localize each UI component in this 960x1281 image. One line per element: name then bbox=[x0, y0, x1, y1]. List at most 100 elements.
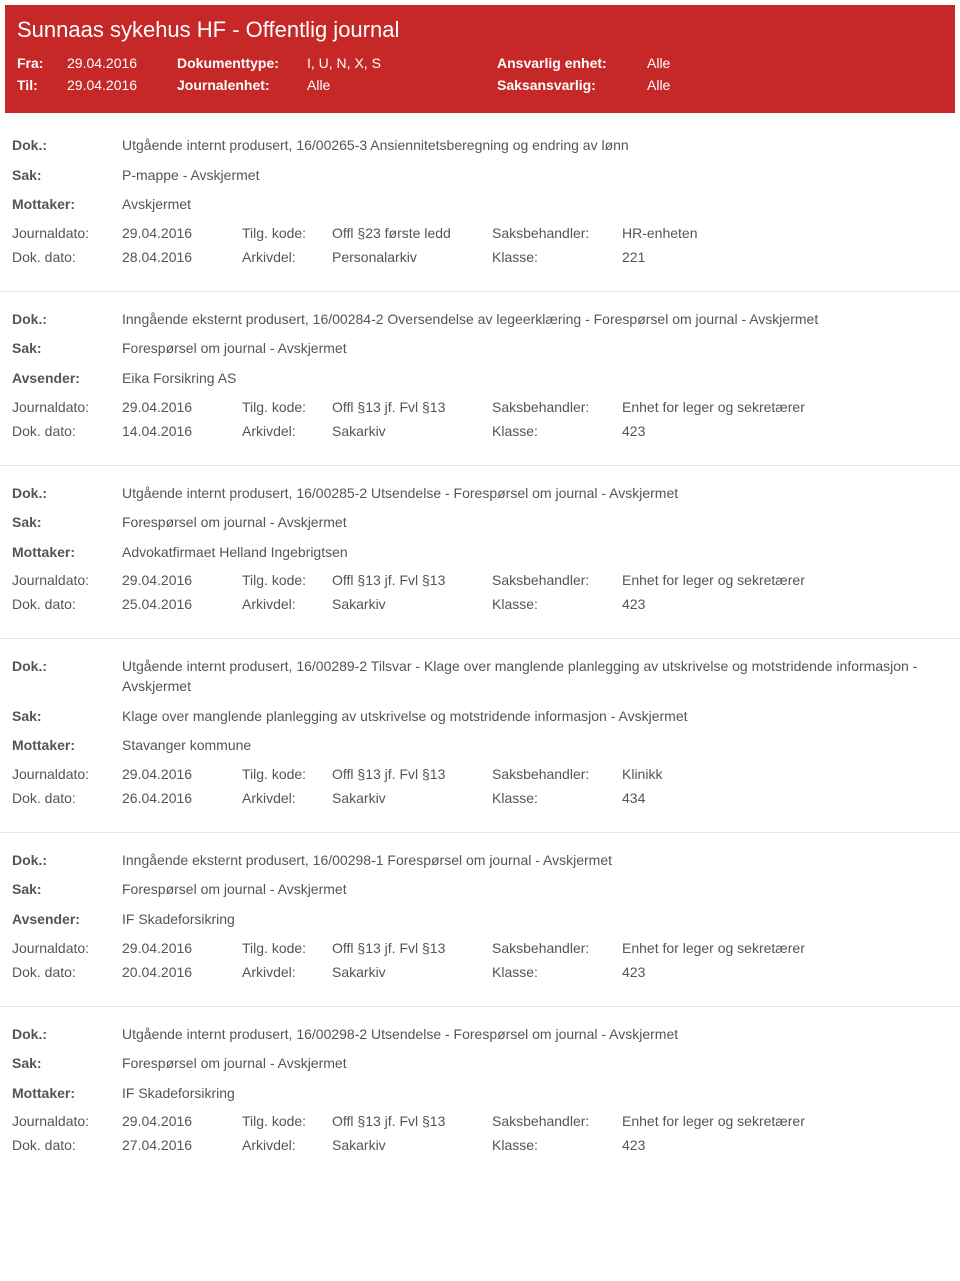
journaldato-label: Journaldato: bbox=[12, 399, 122, 415]
tilgkode-value: Offl §13 jf. Fvl §13 bbox=[332, 766, 492, 782]
arkivdel-label: Arkivdel: bbox=[242, 964, 332, 980]
journaldato-label: Journaldato: bbox=[12, 940, 122, 956]
dok-value: Utgående internt produsert, 16/00289-2 T… bbox=[122, 657, 948, 696]
sak-label: Sak: bbox=[12, 707, 122, 727]
dok-value: Utgående internt produsert, 16/00265-3 A… bbox=[122, 136, 948, 156]
sak-value: Forespørsel om journal - Avskjermet bbox=[122, 513, 948, 533]
dokdato-value: 25.04.2016 bbox=[122, 596, 242, 612]
journal-entry: Dok.: Inngående eksternt produsert, 16/0… bbox=[0, 833, 960, 1007]
sak-value: Forespørsel om journal - Avskjermet bbox=[122, 1054, 948, 1074]
journaldato-value: 29.04.2016 bbox=[122, 940, 242, 956]
klasse-label: Klasse: bbox=[492, 249, 622, 265]
dok-label: Dok.: bbox=[12, 484, 122, 504]
sak-label: Sak: bbox=[12, 513, 122, 533]
sak-value: Forespørsel om journal - Avskjermet bbox=[122, 880, 948, 900]
tilgkode-label: Tilg. kode: bbox=[242, 225, 332, 241]
entries-list: Dok.: Utgående internt produsert, 16/002… bbox=[0, 118, 960, 1179]
party-value: IF Skadeforsikring bbox=[122, 1084, 948, 1104]
dokdato-value: 28.04.2016 bbox=[122, 249, 242, 265]
klasse-label: Klasse: bbox=[492, 1137, 622, 1153]
arkivdel-value: Sakarkiv bbox=[332, 790, 492, 806]
dokdato-value: 27.04.2016 bbox=[122, 1137, 242, 1153]
dokdato-value: 14.04.2016 bbox=[122, 423, 242, 439]
dok-value: Inngående eksternt produsert, 16/00298-1… bbox=[122, 851, 948, 871]
saksbehandler-label: Saksbehandler: bbox=[492, 399, 622, 415]
saksbehandler-value: Enhet for leger og sekretærer bbox=[622, 1113, 948, 1129]
dokdato-value: 20.04.2016 bbox=[122, 964, 242, 980]
journaldato-value: 29.04.2016 bbox=[122, 1113, 242, 1129]
dok-label: Dok.: bbox=[12, 1025, 122, 1045]
journal-entry: Dok.: Utgående internt produsert, 16/002… bbox=[0, 1007, 960, 1180]
saksbehandler-label: Saksbehandler: bbox=[492, 572, 622, 588]
klasse-value: 434 bbox=[622, 790, 948, 806]
page-title: Sunnaas sykehus HF - Offentlig journal bbox=[17, 17, 943, 43]
party-value: Stavanger kommune bbox=[122, 736, 948, 756]
dokdato-label: Dok. dato: bbox=[12, 964, 122, 980]
dok-value: Inngående eksternt produsert, 16/00284-2… bbox=[122, 310, 948, 330]
tilgkode-label: Tilg. kode: bbox=[242, 940, 332, 956]
saksbehandler-label: Saksbehandler: bbox=[492, 766, 622, 782]
saksansvarlig-value: Alle bbox=[647, 77, 943, 93]
journaldato-value: 29.04.2016 bbox=[122, 766, 242, 782]
journal-entry: Dok.: Utgående internt produsert, 16/002… bbox=[0, 118, 960, 292]
doktype-value: I, U, N, X, S bbox=[307, 55, 497, 71]
tilgkode-value: Offl §13 jf. Fvl §13 bbox=[332, 1113, 492, 1129]
party-value: Advokatfirmaet Helland Ingebrigtsen bbox=[122, 543, 948, 563]
journal-entry: Dok.: Utgående internt produsert, 16/002… bbox=[0, 639, 960, 832]
saksbehandler-label: Saksbehandler: bbox=[492, 1113, 622, 1129]
dok-label: Dok.: bbox=[12, 851, 122, 871]
arkivdel-value: Sakarkiv bbox=[332, 964, 492, 980]
party-value: Eika Forsikring AS bbox=[122, 369, 948, 389]
saksbehandler-value: Klinikk bbox=[622, 766, 948, 782]
saksbehandler-value: Enhet for leger og sekretærer bbox=[622, 572, 948, 588]
sak-label: Sak: bbox=[12, 339, 122, 359]
party-label: Avsender: bbox=[12, 910, 122, 930]
sak-label: Sak: bbox=[12, 1054, 122, 1074]
journaldato-label: Journaldato: bbox=[12, 225, 122, 241]
journaldato-label: Journaldato: bbox=[12, 766, 122, 782]
journalenhet-value: Alle bbox=[307, 77, 497, 93]
party-label: Mottaker: bbox=[12, 195, 122, 215]
sak-value: Forespørsel om journal - Avskjermet bbox=[122, 339, 948, 359]
arkivdel-label: Arkivdel: bbox=[242, 790, 332, 806]
tilgkode-label: Tilg. kode: bbox=[242, 1113, 332, 1129]
tilgkode-value: Offl §23 første ledd bbox=[332, 225, 492, 241]
dokdato-label: Dok. dato: bbox=[12, 423, 122, 439]
klasse-label: Klasse: bbox=[492, 423, 622, 439]
saksbehandler-value: HR-enheten bbox=[622, 225, 948, 241]
klasse-value: 423 bbox=[622, 423, 948, 439]
klasse-label: Klasse: bbox=[492, 596, 622, 612]
ansvarlig-label: Ansvarlig enhet: bbox=[497, 55, 647, 71]
dokdato-label: Dok. dato: bbox=[12, 1137, 122, 1153]
til-label: Til: bbox=[17, 77, 67, 93]
ansvarlig-value: Alle bbox=[647, 55, 943, 71]
journaldato-label: Journaldato: bbox=[12, 1113, 122, 1129]
page-header: Sunnaas sykehus HF - Offentlig journal F… bbox=[5, 5, 955, 113]
party-label: Mottaker: bbox=[12, 736, 122, 756]
tilgkode-label: Tilg. kode: bbox=[242, 766, 332, 782]
fra-label: Fra: bbox=[17, 55, 67, 71]
arkivdel-value: Personalarkiv bbox=[332, 249, 492, 265]
sak-label: Sak: bbox=[12, 166, 122, 186]
journaldato-value: 29.04.2016 bbox=[122, 399, 242, 415]
tilgkode-label: Tilg. kode: bbox=[242, 572, 332, 588]
saksbehandler-label: Saksbehandler: bbox=[492, 940, 622, 956]
dok-label: Dok.: bbox=[12, 310, 122, 330]
party-label: Avsender: bbox=[12, 369, 122, 389]
arkivdel-label: Arkivdel: bbox=[242, 596, 332, 612]
klasse-value: 423 bbox=[622, 1137, 948, 1153]
arkivdel-value: Sakarkiv bbox=[332, 596, 492, 612]
journalenhet-label: Journalenhet: bbox=[177, 77, 307, 93]
dok-value: Utgående internt produsert, 16/00298-2 U… bbox=[122, 1025, 948, 1045]
dokdato-label: Dok. dato: bbox=[12, 790, 122, 806]
journaldato-value: 29.04.2016 bbox=[122, 572, 242, 588]
tilgkode-value: Offl §13 jf. Fvl §13 bbox=[332, 399, 492, 415]
klasse-value: 423 bbox=[622, 964, 948, 980]
klasse-label: Klasse: bbox=[492, 964, 622, 980]
party-value: Avskjermet bbox=[122, 195, 948, 215]
dokdato-label: Dok. dato: bbox=[12, 249, 122, 265]
party-label: Mottaker: bbox=[12, 543, 122, 563]
dok-value: Utgående internt produsert, 16/00285-2 U… bbox=[122, 484, 948, 504]
til-value: 29.04.2016 bbox=[67, 77, 177, 93]
arkivdel-label: Arkivdel: bbox=[242, 249, 332, 265]
